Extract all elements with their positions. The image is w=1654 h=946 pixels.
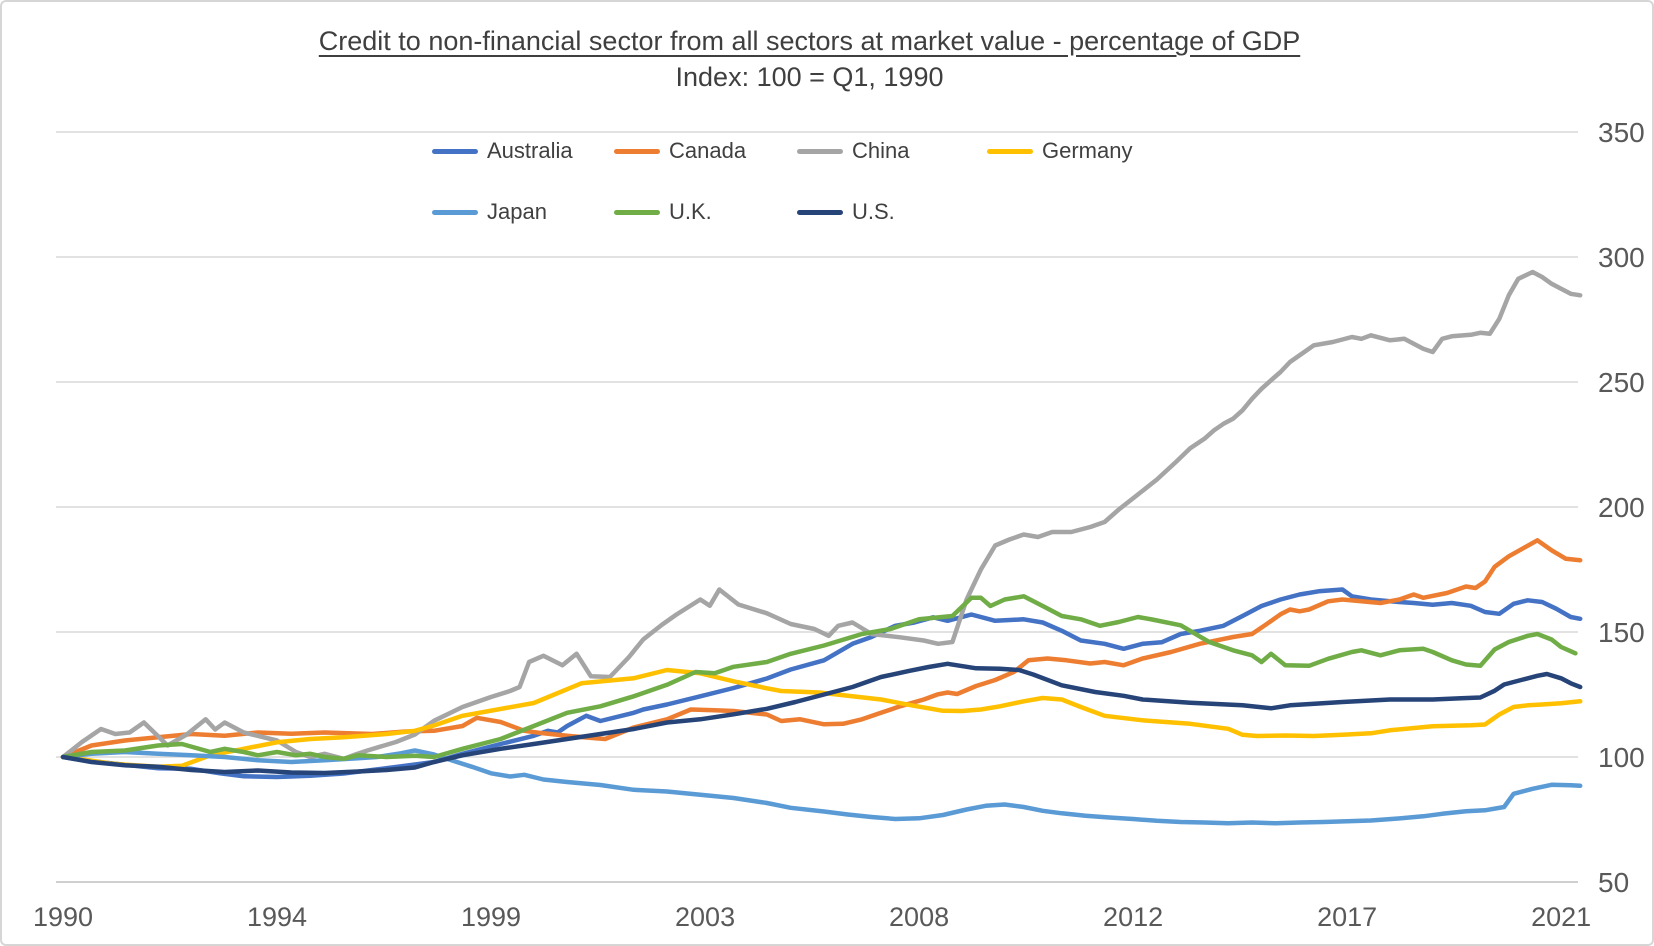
legend-label-japan: Japan xyxy=(487,199,547,224)
legend-label-china: China xyxy=(852,138,910,163)
legend-label-australia: Australia xyxy=(487,138,573,163)
legend-swatch-uk xyxy=(614,209,660,215)
legend-swatch-japan xyxy=(432,209,478,215)
y-axis-label-250: 250 xyxy=(1598,367,1645,398)
y-axis-label-200: 200 xyxy=(1598,492,1645,523)
series-line-us xyxy=(60,661,1583,776)
x-axis-label-2012: 2012 xyxy=(1103,902,1163,932)
x-axis-label-1994: 1994 xyxy=(247,902,307,932)
x-axis-label-2003: 2003 xyxy=(675,902,735,932)
y-axis-label-100: 100 xyxy=(1598,742,1645,773)
legend-item-australia: Australia xyxy=(432,137,573,165)
legend-item-canada: Canada xyxy=(614,137,746,165)
legend-item-uk: U.K. xyxy=(614,198,712,226)
y-axis-label-150: 150 xyxy=(1598,617,1645,648)
legend-item-china: China xyxy=(797,137,909,165)
legend-swatch-china xyxy=(797,148,843,154)
legend-row-1: Australia Canada China Germany xyxy=(2,137,1652,165)
y-axis-label-300: 300 xyxy=(1598,242,1645,273)
series-line-canada xyxy=(60,538,1583,760)
x-axis-label-1990: 1990 xyxy=(33,902,93,932)
y-axis-label-350: 350 xyxy=(1598,117,1645,148)
legend-swatch-germany xyxy=(987,148,1033,154)
legend-label-uk: U.K. xyxy=(669,199,712,224)
legend-swatch-australia xyxy=(432,148,478,154)
series-line-germany xyxy=(60,667,1583,770)
legend-item-germany: Germany xyxy=(987,137,1132,165)
legend-item-japan: Japan xyxy=(432,198,547,226)
legend-row-2: Japan U.K. U.S. xyxy=(2,198,1652,226)
x-axis-label-2021: 2021 xyxy=(1531,902,1591,932)
y-axis-label-50: 50 xyxy=(1598,867,1629,898)
x-axis-label-1999: 1999 xyxy=(461,902,521,932)
x-axis-label-2008: 2008 xyxy=(889,902,949,932)
series-line-uk xyxy=(60,594,1578,762)
x-axis-label-2017: 2017 xyxy=(1317,902,1377,932)
legend-swatch-us xyxy=(797,209,843,215)
series-line-japan xyxy=(60,748,1583,826)
legend-label-germany: Germany xyxy=(1042,138,1133,163)
legend-label-us: U.S. xyxy=(852,199,895,224)
legend-label-canada: Canada xyxy=(669,138,747,163)
chart-subtitle: Index: 100 = Q1, 1990 xyxy=(675,62,944,92)
legend-swatch-canada xyxy=(614,148,660,154)
legend-item-us: U.S. xyxy=(797,198,895,226)
chart-title: Credit to non-financial sector from all … xyxy=(318,26,1301,56)
series-line-china xyxy=(60,269,1583,762)
